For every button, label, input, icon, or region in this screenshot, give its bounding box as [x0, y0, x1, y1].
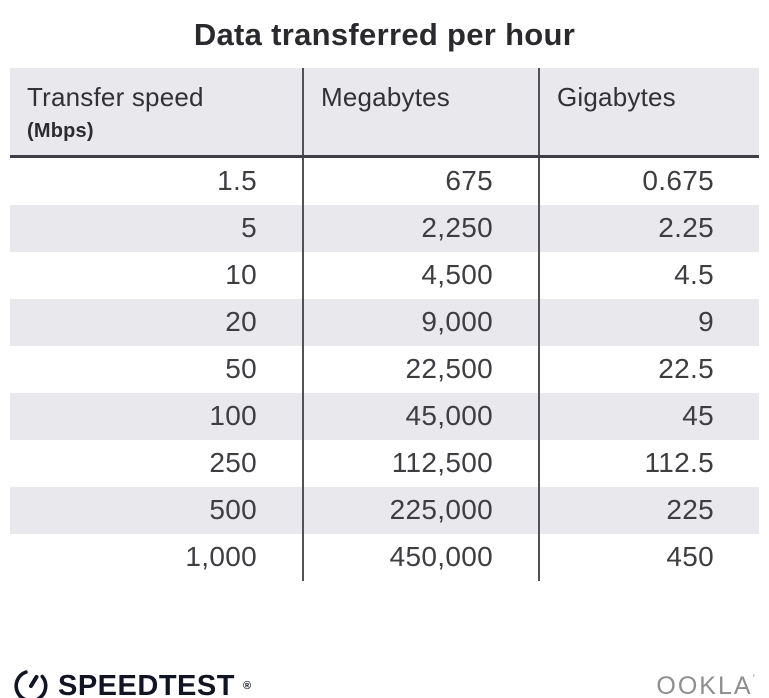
col-header-transfer-speed: Transfer speed (Mbps) — [10, 68, 302, 155]
ookla-wordmark: OOKLA — [656, 671, 753, 698]
cell-transfer-speed: 250 — [209, 447, 257, 478]
cell-transfer-speed: 10 — [225, 259, 257, 290]
col-header-label: Gigabytes — [557, 82, 676, 112]
cell-megabytes: 675 — [302, 158, 538, 205]
col-header-label: Megabytes — [321, 82, 450, 112]
cell-gigabytes: 450 — [538, 534, 759, 581]
cell-transfer-speed: 50 — [225, 353, 257, 384]
speedtest-gauge-icon — [12, 667, 50, 698]
cell-megabytes: 112,500 — [302, 440, 538, 487]
table-row: 20 9,000 9 — [10, 299, 759, 346]
cell-megabytes: 9,000 — [302, 299, 538, 346]
cell-transfer-speed: 1,000 — [185, 541, 257, 572]
cell-transfer-speed: 5 — [241, 212, 257, 243]
cell-transfer-speed: 1.5 — [217, 165, 257, 196]
cell-gigabytes: 9 — [538, 299, 759, 346]
transfer-speed-unit: (Mbps) — [27, 120, 94, 142]
registered-trademark-symbol: ® — [242, 680, 252, 692]
cell-transfer-speed: 20 — [225, 306, 257, 337]
cell-transfer-speed: 100 — [209, 400, 257, 431]
table-row: 250 112,500 112.5 — [10, 440, 759, 487]
cell-gigabytes: 225 — [538, 487, 759, 534]
table-row: 100 45,000 45 — [10, 393, 759, 440]
cell-megabytes: 22,500 — [302, 346, 538, 393]
cell-megabytes: 4,500 — [302, 252, 538, 299]
cell-gigabytes: 2.25 — [538, 205, 759, 252]
table-row: 1.5 675 0.675 — [10, 158, 759, 205]
table-row: 10 4,500 4.5 — [10, 252, 759, 299]
col-header-label: Transfer speed — [27, 82, 204, 112]
table-row: 50 22,500 22.5 — [10, 346, 759, 393]
cell-megabytes: 2,250 — [302, 205, 538, 252]
cell-megabytes: 225,000 — [302, 487, 538, 534]
table-row: 5 2,250 2.25 — [10, 205, 759, 252]
ookla-logo: OOKLA’ — [656, 672, 757, 698]
cell-gigabytes: 22.5 — [538, 346, 759, 393]
table-row: 500 225,000 225 — [10, 487, 759, 534]
infographic: Data transferred per hour Transfer speed… — [0, 17, 769, 698]
footer: SPEEDTEST ® OOKLA’ — [12, 667, 757, 698]
cell-transfer-speed: 500 — [209, 494, 257, 525]
cell-gigabytes: 4.5 — [538, 252, 759, 299]
cell-gigabytes: 0.675 — [538, 158, 759, 205]
data-table: Transfer speed (Mbps) Megabytes Gigabyte… — [10, 68, 759, 581]
table-body: 1.5 675 0.675 5 2,250 2.25 10 4,500 4.5 … — [10, 158, 759, 581]
page-title: Data transferred per hour — [193, 17, 576, 52]
speedtest-logo: SPEEDTEST ® — [12, 667, 251, 698]
col-header-megabytes: Megabytes — [302, 68, 538, 155]
table-header-row: Transfer speed (Mbps) Megabytes Gigabyte… — [10, 68, 759, 158]
table-row: 1,000 450,000 450 — [10, 534, 759, 581]
speedtest-wordmark: SPEEDTEST — [58, 669, 235, 698]
cell-megabytes: 450,000 — [302, 534, 538, 581]
col-header-gigabytes: Gigabytes — [538, 68, 759, 155]
ookla-trademark-symbol: ’ — [752, 672, 757, 685]
cell-gigabytes: 112.5 — [538, 440, 759, 487]
cell-megabytes: 45,000 — [302, 393, 538, 440]
cell-gigabytes: 45 — [538, 393, 759, 440]
